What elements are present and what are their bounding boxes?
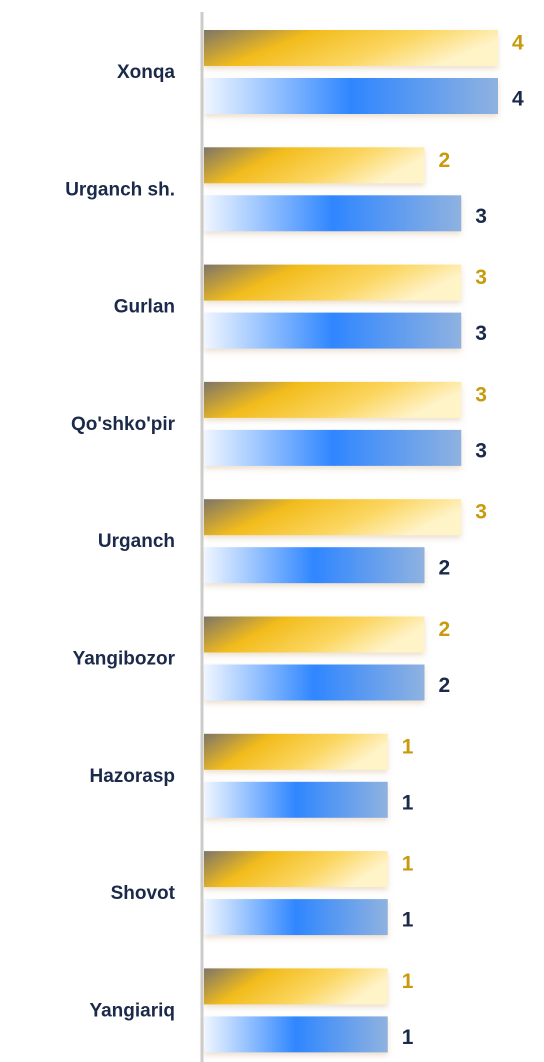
bar	[204, 264, 462, 301]
bar	[204, 968, 388, 1005]
value-label: 1	[402, 735, 414, 758]
category-label: Urganch sh.	[65, 179, 175, 200]
value-label: 4	[512, 88, 524, 111]
category-label: Yangiariq	[89, 1000, 175, 1021]
bar	[204, 195, 462, 232]
value-label: 1	[402, 909, 414, 932]
value-label: 1	[402, 853, 414, 876]
bar	[204, 899, 388, 936]
value-label: 3	[475, 383, 487, 406]
value-label: 2	[439, 149, 451, 172]
bar	[204, 1016, 388, 1053]
category-label: Yangibozor	[73, 649, 176, 670]
category-label: Shovot	[111, 883, 176, 904]
bar	[204, 30, 498, 66]
bar	[204, 147, 425, 184]
bar	[204, 429, 462, 466]
value-label: 1	[402, 791, 414, 814]
value-label: 3	[475, 205, 487, 228]
bar	[204, 499, 462, 536]
value-label: 3	[475, 266, 487, 289]
value-label: 3	[475, 439, 487, 462]
bar	[204, 616, 425, 653]
category-label: Xonqa	[117, 62, 175, 83]
category-label: Qo'shko'pir	[71, 414, 176, 435]
bar	[204, 381, 462, 418]
bar	[204, 664, 425, 701]
value-label: 3	[475, 322, 487, 345]
category-label: Urganch	[98, 531, 175, 552]
value-label: 2	[439, 557, 451, 580]
bar	[204, 312, 462, 349]
value-label: 4	[512, 32, 524, 55]
category-label: Hazorasp	[89, 766, 175, 787]
category-label: Gurlan	[114, 297, 175, 318]
bar	[204, 733, 388, 770]
bar	[204, 781, 388, 818]
bar	[204, 547, 425, 584]
bar	[204, 78, 498, 114]
value-label: 2	[439, 674, 451, 697]
bar	[204, 851, 388, 888]
value-label: 2	[439, 618, 451, 641]
value-label: 1	[402, 970, 414, 993]
value-label: 1	[402, 1026, 414, 1049]
value-label: 3	[475, 501, 487, 524]
